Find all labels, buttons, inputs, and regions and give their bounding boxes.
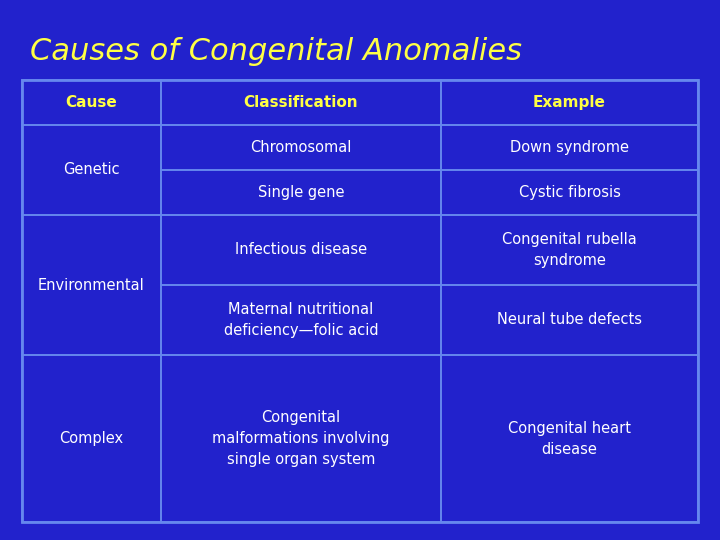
Bar — [441, 215, 698, 285]
Text: Down syndrome: Down syndrome — [510, 140, 629, 155]
Bar — [161, 80, 441, 125]
Bar — [22, 355, 161, 522]
Text: Congenital
malformations involving
single organ system: Congenital malformations involving singl… — [212, 410, 390, 467]
Text: Environmental: Environmental — [38, 278, 145, 293]
Text: Complex: Complex — [59, 431, 123, 446]
Bar — [161, 125, 441, 170]
Text: Congenital rubella
syndrome: Congenital rubella syndrome — [502, 232, 637, 268]
Text: Example: Example — [533, 95, 606, 110]
Bar — [441, 170, 698, 215]
Text: Chromosomal: Chromosomal — [250, 140, 351, 155]
Text: Infectious disease: Infectious disease — [235, 242, 367, 258]
Bar — [161, 170, 441, 215]
Bar — [22, 125, 161, 215]
Text: Genetic: Genetic — [63, 163, 120, 178]
Bar — [161, 355, 441, 522]
Bar — [22, 215, 161, 355]
Text: Maternal nutritional
deficiency—folic acid: Maternal nutritional deficiency—folic ac… — [223, 302, 378, 338]
Bar — [441, 125, 698, 170]
Text: Causes of Congenital Anomalies: Causes of Congenital Anomalies — [30, 37, 522, 66]
Text: Neural tube defects: Neural tube defects — [497, 313, 642, 327]
Text: Cause: Cause — [66, 95, 117, 110]
Text: Cystic fibrosis: Cystic fibrosis — [518, 185, 621, 200]
Bar — [161, 215, 441, 285]
Bar — [22, 80, 161, 125]
Bar — [441, 285, 698, 355]
Bar — [22, 80, 698, 522]
Bar — [161, 285, 441, 355]
Text: Congenital heart
disease: Congenital heart disease — [508, 421, 631, 456]
Text: Single gene: Single gene — [258, 185, 344, 200]
Bar — [441, 355, 698, 522]
Text: Classification: Classification — [243, 95, 358, 110]
Bar — [441, 80, 698, 125]
